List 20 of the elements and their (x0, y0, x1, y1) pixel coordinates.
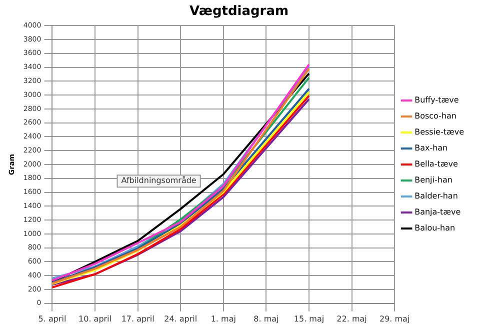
legend-label: Bella-tæve (414, 160, 458, 169)
legend-label: Benji-han (414, 176, 452, 185)
chart-title: Vægtdiagram (189, 4, 289, 20)
legend-label: Balou-han (414, 224, 456, 233)
legend-label: Bosco-han (414, 112, 456, 121)
x-tick-label: 22. maj (336, 314, 367, 324)
x-tick-label: 1. maj (210, 314, 236, 324)
x-tick-label: 8. maj (254, 314, 279, 324)
legend-label: Bessie-tæve (414, 128, 464, 137)
x-tick-label: 24. april (164, 314, 198, 324)
legend-label: Bax-han (414, 144, 448, 153)
annotation: Afbildningsområde (121, 175, 196, 186)
x-tick-label: 15. maj (294, 314, 324, 324)
legend-label: Banja-tæve (414, 208, 461, 217)
legend-label: Buffy-tæve (414, 96, 459, 105)
x-tick-label: 17. april (121, 314, 154, 324)
x-tick-label: 5. april (38, 314, 66, 324)
legend-label: Balder-han (414, 192, 458, 201)
x-tick-label: 29. maj (379, 314, 410, 324)
x-tick-label: 10. april (78, 314, 112, 324)
